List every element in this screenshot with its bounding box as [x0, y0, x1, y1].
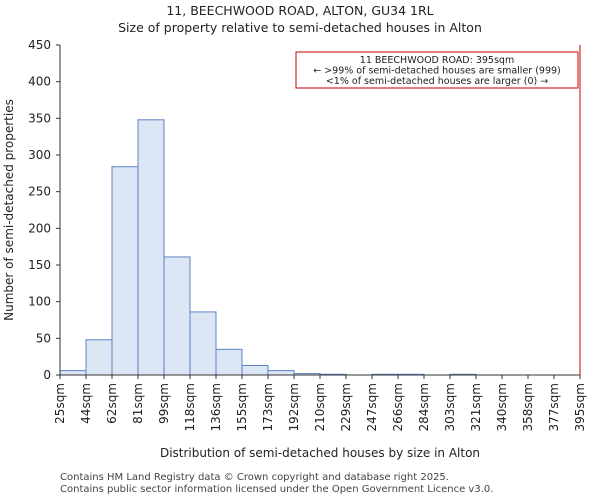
x-tick-label-395sqm: 395sqm — [573, 383, 587, 431]
y-tick-label-300: 300 — [28, 148, 51, 162]
footer-licence: Contains public sector information licen… — [60, 484, 494, 495]
x-tick-label-266sqm: 266sqm — [391, 383, 405, 431]
x-tick-label-358sqm: 358sqm — [521, 383, 535, 431]
bar-173sqm — [267, 370, 295, 376]
x-tick-label-62sqm: 62sqm — [105, 383, 119, 424]
x-tick-label-321sqm: 321sqm — [469, 383, 483, 431]
x-tick-label-99sqm: 99sqm — [157, 383, 171, 424]
y-tick-label-350: 350 — [28, 111, 51, 125]
y-tick-label-400: 400 — [28, 75, 51, 89]
bars-group — [59, 119, 477, 376]
bar-25sqm — [59, 370, 87, 376]
annotation-line-3: <1% of semi-detached houses are larger (… — [326, 76, 548, 87]
chart-subtitle: Size of property relative to semi-detach… — [118, 20, 482, 35]
y-axis: 0 50 100 150 200 250 300 350 400 450 — [28, 38, 61, 382]
x-tick-label-340sqm: 340sqm — [495, 383, 509, 431]
x-tick-label-173sqm: 173sqm — [261, 383, 275, 431]
annotation-box — [295, 51, 579, 89]
x-tick-label-284sqm: 284sqm — [417, 383, 431, 431]
y-tick-label-100: 100 — [28, 295, 51, 309]
x-tick-label-192sqm: 192sqm — [287, 383, 301, 431]
bar-99sqm — [163, 256, 191, 376]
x-axis: 25sqm 44sqm 62sqm 81sqm 99sqm 118sqm 136sqm 155… — [53, 374, 587, 431]
y-tick-label-200: 200 — [28, 221, 51, 235]
chart-title: 11, BEECHWOOD ROAD, ALTON, GU34 1RL — [166, 3, 434, 18]
x-tick-label-210sqm: 210sqm — [313, 383, 327, 431]
y-tick-label-250: 250 — [28, 185, 51, 199]
x-tick-label-247sqm: 247sqm — [365, 383, 379, 431]
x-tick-label-44sqm: 44sqm — [79, 383, 93, 424]
annotation-line-1: 11 BEECHWOOD ROAD: 395sqm — [360, 55, 514, 66]
x-tick-label-377sqm: 377sqm — [547, 383, 561, 431]
footer-copyright: Contains HM Land Registry data © Crown c… — [60, 472, 449, 483]
x-tick-label-25sqm: 25sqm — [53, 383, 67, 424]
y-tick-label-450: 450 — [28, 38, 51, 52]
bar-136sqm — [215, 348, 243, 376]
x-tick-label-155sqm: 155sqm — [235, 383, 249, 431]
marker-annotation: 11 BEECHWOOD ROAD: 395sqm ← >99% of semi… — [295, 51, 579, 89]
x-tick-label-136sqm: 136sqm — [209, 383, 223, 431]
bar-81sqm — [137, 119, 165, 376]
x-tick-label-229sqm: 229sqm — [339, 383, 353, 431]
x-tick-label-303sqm: 303sqm — [443, 383, 457, 431]
x-tick-label-118sqm: 118sqm — [183, 383, 197, 431]
bar-155sqm — [241, 364, 269, 376]
y-tick-label-150: 150 — [28, 258, 51, 272]
x-tick-label-81sqm: 81sqm — [131, 383, 145, 424]
bar-118sqm — [189, 311, 217, 376]
x-axis-label: Distribution of semi-detached houses by … — [160, 446, 480, 460]
y-axis-label: Number of semi-detached properties — [2, 99, 16, 321]
bar-44sqm — [85, 339, 113, 376]
annotation-line-2: ← >99% of semi-detached houses are small… — [313, 66, 561, 77]
bar-62sqm — [111, 166, 139, 376]
y-tick-label-50: 50 — [36, 331, 51, 345]
y-tick-label-0: 0 — [43, 368, 51, 382]
